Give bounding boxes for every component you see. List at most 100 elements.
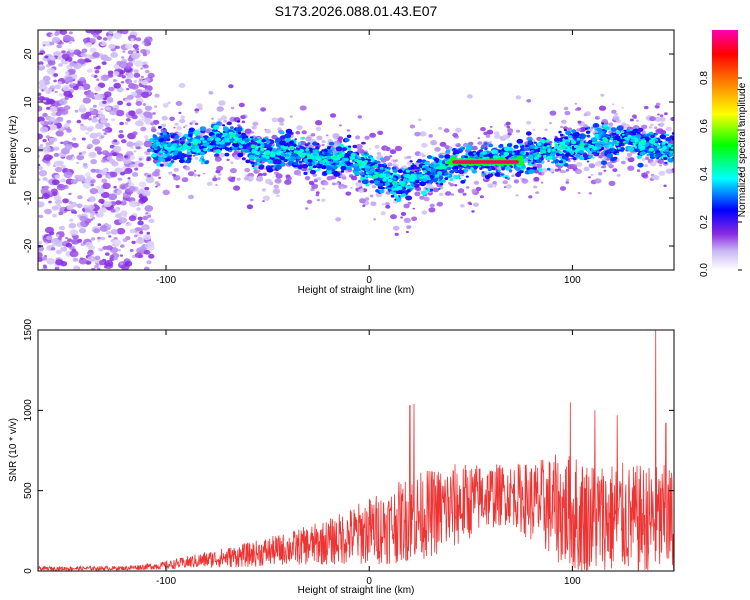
- spectral-point: [277, 117, 285, 123]
- spectral-point: [146, 260, 152, 265]
- spectral-point: [418, 152, 425, 157]
- spectral-point: [111, 152, 118, 157]
- spectral-point: [592, 123, 600, 128]
- spectral-point: [473, 180, 480, 185]
- spectral-point: [90, 159, 98, 165]
- spectral-point: [139, 246, 146, 251]
- spectral-point: [126, 94, 134, 100]
- spectral-point: [324, 149, 328, 153]
- spectral-point: [497, 169, 501, 172]
- spectral-point: [136, 50, 140, 54]
- spectral-point: [533, 176, 540, 182]
- spectral-point: [549, 122, 552, 125]
- spectral-point: [211, 117, 215, 120]
- spectral-point: [297, 142, 302, 145]
- spectral-point: [493, 185, 497, 188]
- spectral-point: [616, 174, 621, 177]
- spectral-point: [344, 138, 350, 142]
- spectral-point: [140, 49, 147, 54]
- spectral-point: [590, 144, 595, 148]
- spectral-point: [230, 126, 234, 130]
- spectral-point: [127, 34, 137, 42]
- spectral-point: [616, 152, 620, 156]
- spectral-point: [99, 53, 104, 57]
- spectral-point: [134, 252, 143, 258]
- spectral-point: [198, 159, 203, 162]
- spectral-point: [48, 140, 54, 145]
- spectral-point: [536, 159, 542, 164]
- spectral-point: [307, 147, 313, 152]
- spectral-point: [632, 142, 637, 146]
- spectral-point: [559, 186, 567, 191]
- spectral-point: [458, 169, 465, 175]
- spectral-point: [586, 160, 590, 163]
- spectral-point: [584, 142, 588, 146]
- spectral-point: [70, 154, 74, 157]
- spectral-point: [215, 149, 222, 154]
- spectral-point: [212, 145, 216, 148]
- spectral-point: [306, 199, 313, 204]
- spectral-point: [385, 146, 391, 152]
- spectrogram-y-label: Frequency (Hz): [8, 116, 19, 185]
- spectral-point: [177, 151, 183, 155]
- spectral-point: [671, 146, 674, 151]
- spectral-point: [83, 37, 91, 44]
- spectral-point: [71, 211, 75, 214]
- spectral-point: [269, 153, 276, 158]
- spectral-point: [627, 165, 635, 171]
- spectral-point: [55, 234, 60, 238]
- spectral-point: [124, 258, 129, 262]
- spectral-point: [140, 79, 149, 86]
- spectral-point: [621, 133, 625, 136]
- spectral-point: [603, 124, 608, 128]
- spectral-point: [157, 160, 161, 163]
- spectral-point: [299, 140, 307, 147]
- spectral-point: [610, 127, 617, 132]
- spectral-point: [572, 131, 580, 137]
- spectral-point: [586, 134, 591, 138]
- spectral-point: [79, 104, 86, 109]
- spectral-point: [223, 119, 227, 123]
- spectral-point: [64, 76, 74, 83]
- spectral-point: [257, 175, 264, 180]
- spectral-point: [199, 126, 207, 131]
- spectral-point: [328, 141, 335, 146]
- spectral-point: [603, 156, 607, 160]
- spectral-point: [509, 130, 514, 134]
- spectral-point: [219, 152, 226, 158]
- spectral-point: [90, 168, 96, 173]
- spectral-point: [567, 159, 571, 163]
- spectral-point: [99, 225, 109, 232]
- spectral-point: [558, 151, 563, 154]
- spectral-point: [305, 150, 311, 154]
- spectral-point: [94, 146, 102, 152]
- snr-y-tick-label: 500: [23, 482, 34, 499]
- spectral-point: [69, 229, 79, 236]
- spectral-point: [65, 155, 73, 161]
- spectral-point: [576, 128, 581, 132]
- spectral-point: [591, 137, 598, 142]
- spectral-point: [113, 139, 118, 143]
- spectral-point: [605, 142, 610, 146]
- spectral-point: [558, 160, 564, 164]
- spectral-point: [316, 198, 321, 202]
- spectral-point: [85, 241, 93, 248]
- spectral-point: [442, 164, 446, 167]
- spectral-point: [473, 152, 477, 155]
- spectral-point: [68, 31, 73, 35]
- spectral-point: [368, 175, 373, 179]
- spectral-point: [256, 169, 261, 173]
- spectral-point: [505, 121, 511, 126]
- spectral-point: [386, 167, 389, 169]
- spectral-point: [112, 239, 122, 246]
- spectral-point: [260, 107, 267, 112]
- spectral-point: [654, 126, 658, 129]
- colorbar-tick-label: 0.6: [699, 119, 710, 133]
- spectral-point: [151, 126, 156, 130]
- spectral-point: [66, 204, 74, 211]
- spectral-point: [307, 155, 312, 159]
- spectral-point: [47, 59, 56, 66]
- spectral-point: [600, 160, 608, 165]
- spectral-point: [502, 134, 510, 140]
- spectral-point: [135, 237, 145, 244]
